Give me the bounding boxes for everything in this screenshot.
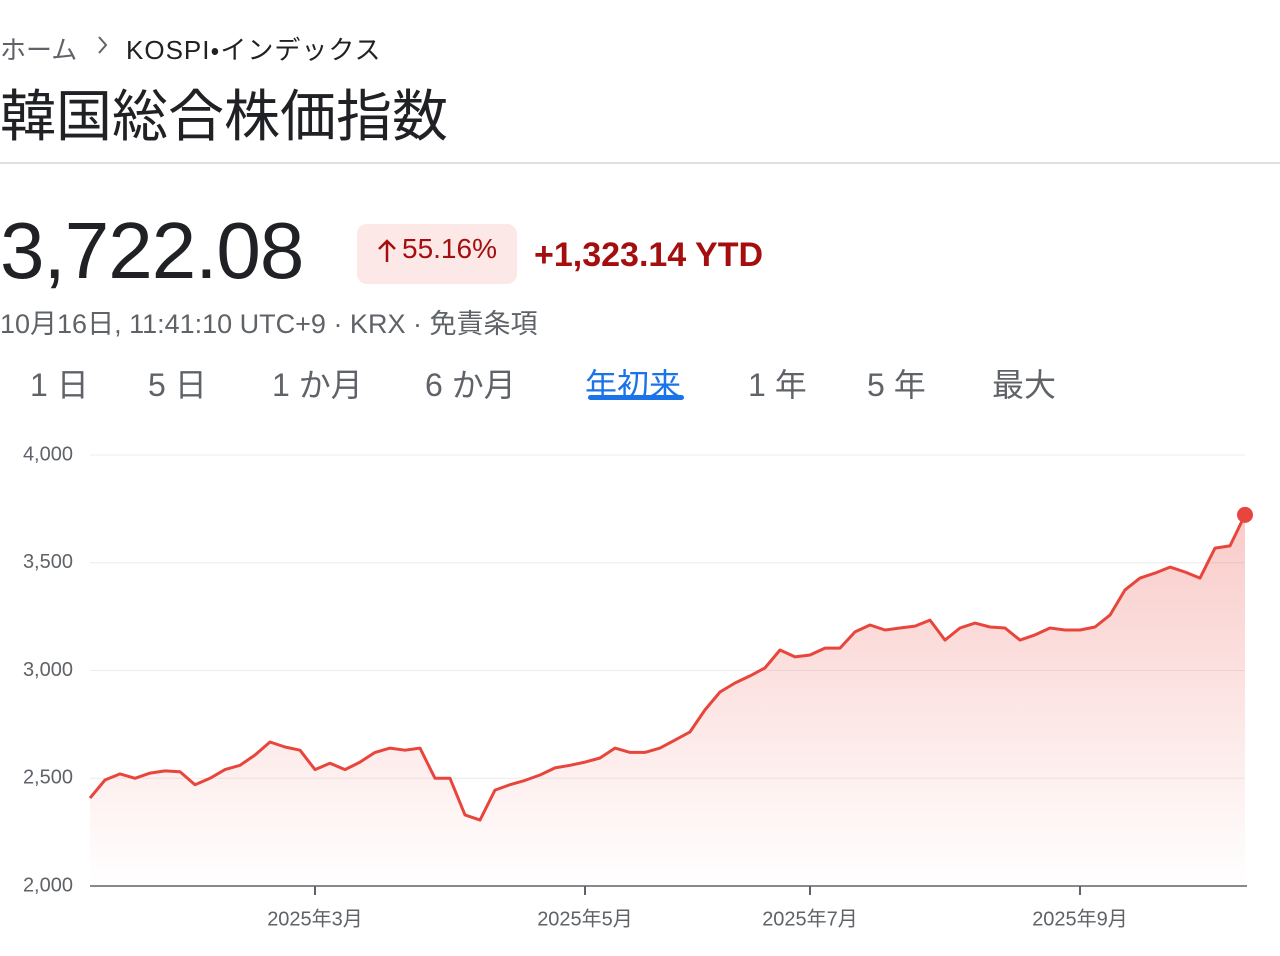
divider xyxy=(0,162,1280,164)
range-tab[interactable]: 1 日 xyxy=(30,367,89,403)
active-tab-indicator xyxy=(588,395,684,400)
y-tick-label: 2,000 xyxy=(23,874,73,896)
x-tick-label: 2025年9月 xyxy=(1032,907,1128,930)
chart: 2,000 2,500 3,000 3,500 4,000 2025年3月 2025年5月 2… xyxy=(23,443,1253,930)
breadcrumb-chevron xyxy=(98,36,108,54)
change-pill xyxy=(357,224,517,284)
y-tick-label: 2,500 xyxy=(23,767,73,789)
range-tab[interactable]: 6 か月 xyxy=(425,367,516,403)
last-point xyxy=(1237,506,1253,523)
price: 3,722.08 xyxy=(0,206,304,295)
price-line xyxy=(88,514,1247,822)
range-tab[interactable]: 1 年 xyxy=(748,367,807,403)
range-tab[interactable]: 5 年 xyxy=(867,367,926,403)
change-value: +1,323.14 YTD xyxy=(534,236,764,274)
quote-meta: 10月16日, 11:41:10 UTC+9 · KRX · 免責条項 xyxy=(0,309,538,339)
x-tick-label: 2025年3月 xyxy=(267,907,363,930)
y-tick-label: 3,000 xyxy=(23,659,73,681)
breadcrumb-home[interactable]: ホーム xyxy=(0,35,78,65)
x-tick-label: 2025年5月 xyxy=(537,907,633,930)
y-tick-label: 3,500 xyxy=(23,551,73,573)
x-tick-label: 2025年7月 xyxy=(762,907,858,930)
range-tab[interactable]: 1 か月 xyxy=(272,367,363,403)
page-title: 韓国総合株価指数 xyxy=(0,85,448,148)
up-arrow-icon xyxy=(378,239,396,262)
breadcrumb-current: KOSPI・インデックス xyxy=(126,35,382,65)
y-tick-label: 4,000 xyxy=(23,443,73,465)
change-percent: 55.16% xyxy=(402,233,497,264)
area-fill xyxy=(90,514,1245,886)
range-tab[interactable]: 5 日 xyxy=(148,367,207,403)
range-tab[interactable]: 最大 xyxy=(992,367,1057,403)
